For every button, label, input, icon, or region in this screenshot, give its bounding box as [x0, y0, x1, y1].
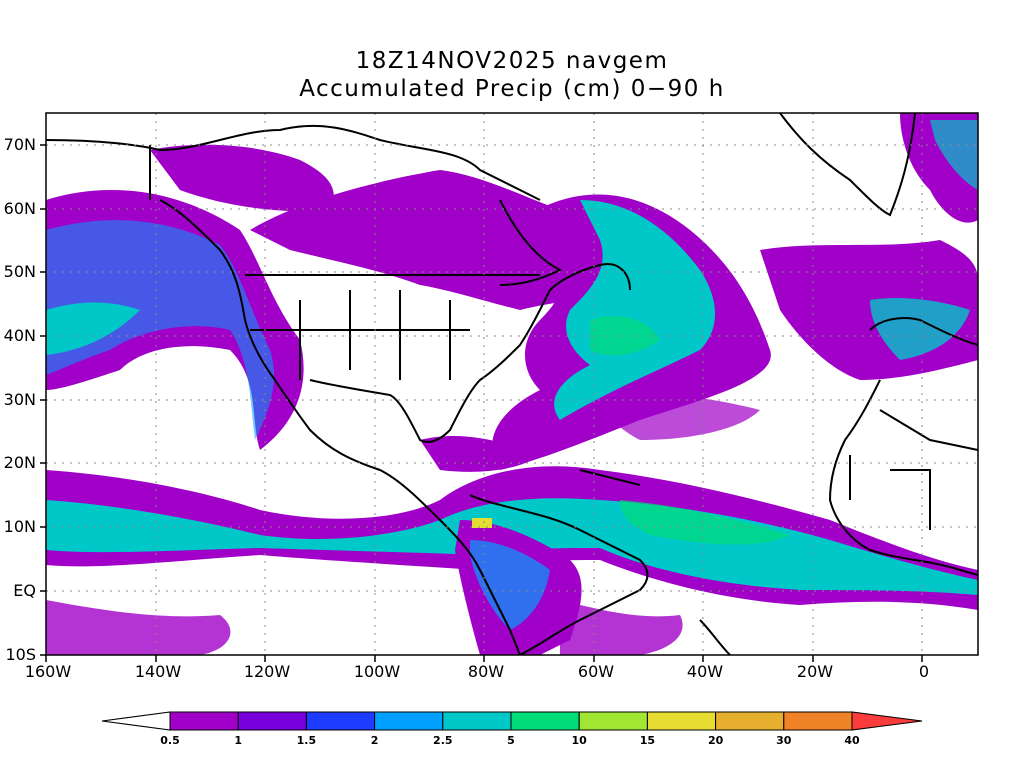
lat-label-30n: 30N: [3, 390, 36, 409]
gridlines: [46, 113, 978, 655]
axis-ticks: [40, 144, 923, 662]
map-content: [46, 113, 978, 655]
colorbar-label: 2: [370, 734, 379, 747]
lon-label-160w: 160W: [24, 662, 72, 681]
lat-label-40n: 40N: [3, 326, 36, 345]
colorbar-label: 30: [776, 734, 792, 747]
colorbar-label: 40: [844, 734, 860, 747]
map-frame: [45, 112, 979, 656]
lon-label-0: 0: [918, 662, 930, 681]
lon-label-40w: 40W: [686, 662, 724, 681]
colorbar-label: 5: [507, 734, 515, 747]
lat-label-20n: 20N: [3, 453, 36, 472]
colorbar-label: 0.5: [160, 734, 180, 747]
colorbar-label: 20: [707, 734, 724, 747]
lat-label-10n: 10N: [3, 517, 36, 536]
chart-title-line1: 18Z14NOV2025 navgem: [355, 48, 669, 74]
lon-label-100w: 100W: [353, 662, 401, 681]
lat-label-70n: 70N: [3, 135, 36, 154]
lon-label-80w: 80W: [467, 662, 505, 681]
lat-label-10s: 10S: [5, 645, 36, 664]
lon-label-60w: 60W: [577, 662, 615, 681]
lon-label-20w: 20W: [796, 662, 834, 681]
colorbar-label: 1.5: [296, 734, 317, 747]
chart-title-line2: Accumulated Precip (cm) 0−90 h: [299, 76, 725, 102]
colorbar-label: 2.5: [433, 734, 453, 747]
lat-label-50n: 50N: [3, 262, 36, 281]
colorbar-label: 10: [571, 734, 587, 747]
colorbar-label: 1: [234, 734, 243, 747]
lon-label-120w: 120W: [243, 662, 291, 681]
lat-label-eq: EQ: [13, 581, 36, 600]
lon-label-140w: 140W: [134, 662, 182, 681]
colorbar-label: 15: [639, 734, 656, 747]
lat-label-60n: 60N: [3, 199, 36, 218]
precip-field: [46, 113, 978, 655]
coastlines: [46, 113, 978, 655]
